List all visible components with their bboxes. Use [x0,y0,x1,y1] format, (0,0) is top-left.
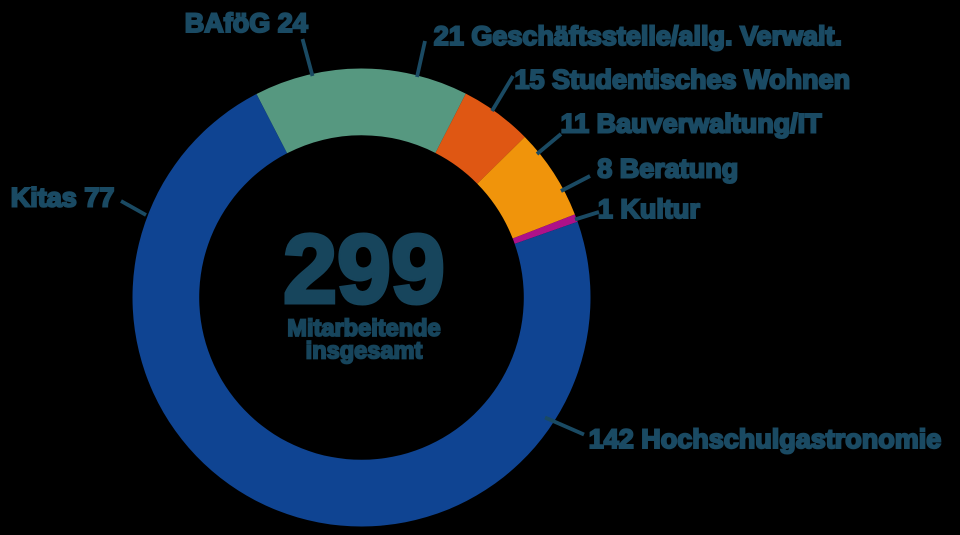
svg-text:BAföG 24: BAföG 24 [185,8,308,38]
svg-text:Kitas 77: Kitas 77 [11,182,115,212]
svg-text:21 Geschäftsstelle/allg. Verwa: 21 Geschäftsstelle/allg. Verwalt. [434,21,842,51]
svg-text:142 Hochschulgastronomie: 142 Hochschulgastronomie [589,424,942,454]
svg-text:insgesamt: insgesamt [306,339,423,365]
svg-text:15 Studentisches Wohnen: 15 Studentisches Wohnen [515,65,851,95]
svg-text:1 Kultur: 1 Kultur [598,194,700,224]
svg-text:11 Bauverwaltung/IT: 11 Bauverwaltung/IT [561,108,823,138]
svg-text:299: 299 [283,215,445,324]
svg-text:Mitarbeitende: Mitarbeitende [287,316,440,342]
svg-text:8 Beratung: 8 Beratung [597,153,738,183]
